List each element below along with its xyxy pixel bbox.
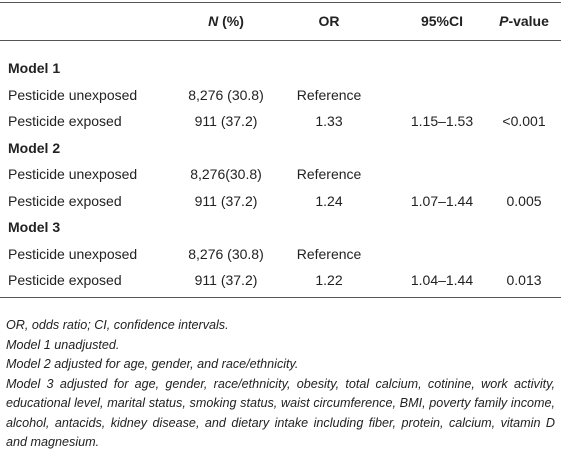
row-label: Pesticide exposed [8,192,122,209]
header-cell: 95%CI [420,13,464,29]
table-cell: 8,276 (30.8) [188,86,264,103]
row-label: Pesticide exposed [8,113,122,129]
header-rule [0,40,561,41]
header-italic: P [499,13,509,29]
table-cell: 1.24 [315,192,343,209]
table-cell: 0.005 [506,192,542,209]
bottom-rule [0,297,561,298]
table-cell: 911 (37.2) [194,113,258,129]
table-cell: 8,276 (30.8) [188,245,264,262]
table-cell: <0.001 [502,113,546,129]
table-cell: 1.07–1.44 [410,192,474,209]
row-label: Pesticide unexposed [8,86,138,103]
table-cell: Reference [296,166,362,182]
table-cell: Reference [296,245,362,262]
table-cell: Reference [296,86,362,103]
header-text: -value [508,13,549,29]
table-cell: 1.15–1.53 [410,113,474,129]
table-cell: 911 (37.2) [194,192,258,209]
header-cell: N (%) [208,12,244,30]
header-text: (%) [218,13,244,29]
row-label: Pesticide unexposed [8,245,138,262]
table-cell: 8,276(30.8) [190,166,262,182]
table-cell: 1.22 [315,272,343,288]
footnote: Model 1 unadjusted. [6,337,120,352]
footnote: Model 3 adjusted for age, gender, race/e… [6,376,555,450]
footnotes: OR, odds ratio; CI, confidence intervals… [6,316,555,453]
row-label: Pesticide exposed [8,272,122,288]
group-title: Model 2 [8,139,61,156]
table-cell: 1.33 [315,113,343,129]
table-cell: 911 (37.2) [194,272,258,288]
header-cell: P-value [499,12,549,30]
row-label: Pesticide unexposed [8,166,138,182]
group-title: Model 3 [8,219,61,235]
top-rule [0,2,561,3]
table-cell: 1.04–1.44 [410,272,474,288]
footnote: OR, odds ratio; CI, confidence intervals… [6,318,229,332]
header-italic: N [208,13,219,29]
table-cell: 0.013 [506,272,542,288]
group-title: Model 1 [8,60,61,76]
header-cell: OR [318,13,340,29]
footnote: Model 2 adjusted for age, gender, and ra… [6,357,299,371]
